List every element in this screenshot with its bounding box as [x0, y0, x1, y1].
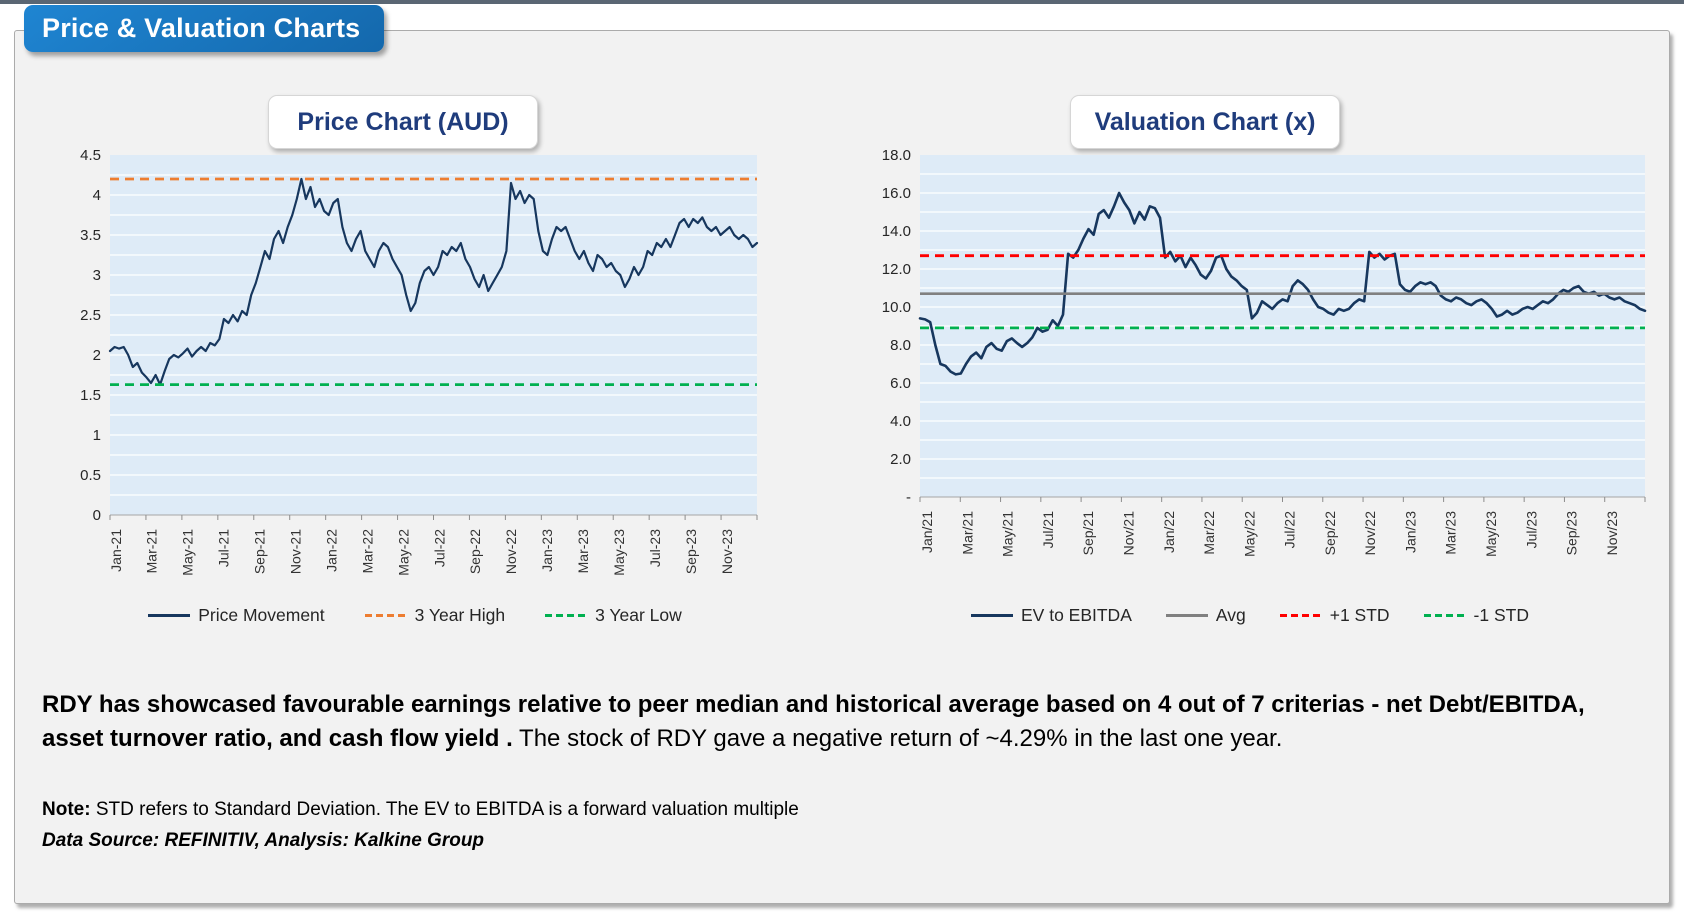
commentary-text: RDY has showcased favourable earnings re…: [42, 688, 1607, 756]
legend-label: -1 STD: [1473, 604, 1529, 625]
x-tick-label: Mar/22: [1201, 511, 1217, 555]
note-label: Note:: [42, 799, 91, 820]
legend-label: EV to EBITDA: [1021, 604, 1132, 625]
legend-label: +1 STD: [1329, 604, 1390, 625]
series-price-movement: [108, 177, 759, 386]
legend-marker-dashed: [1423, 613, 1466, 617]
note-body: STD refers to Standard Deviation. The EV…: [90, 799, 799, 820]
y-tick-label: 10.0: [882, 299, 911, 316]
y-tick-label: 6.0: [890, 375, 911, 392]
y-tick-label: 3: [93, 267, 101, 284]
x-tick-label: Sep/22: [1322, 511, 1338, 556]
y-tick-label: 0: [93, 507, 101, 524]
price-chart: 4.5 4 3.5 3 2.5 2 1.5 1 0.5 0 Jan-21 Mar-21 May-21 Ju…: [80, 147, 759, 576]
y-tick-label: 4.5: [80, 147, 101, 164]
legend-marker-solid: [971, 613, 1013, 617]
price-chart-title: Price Chart (AUD): [268, 95, 538, 149]
legend-label: 3 Year High: [414, 604, 506, 625]
legend-item-ev-to-ebitda: EV to EBITDA: [971, 605, 1132, 626]
y-tick-label: 2.0: [890, 451, 911, 468]
legend-marker-solid: [1165, 613, 1208, 617]
x-tick-label: May/23: [1483, 511, 1499, 557]
x-tick-label: Jan/23: [1402, 511, 1418, 553]
x-tick-label: Jan-21: [108, 529, 124, 572]
valuation-chart: 18.0 16.0 14.0 12.0 10.0 8.0 6.0 4.0 2.0 -Jan/21 M…: [882, 147, 1647, 557]
legend-marker-dashed: [545, 613, 588, 617]
section-title-badge: Price & Valuation Charts: [24, 5, 385, 52]
x-tick-label: Jul-23: [647, 529, 663, 567]
y-tick-label: 12.0: [882, 261, 911, 278]
x-tick-label: Mar-21: [144, 529, 160, 574]
valuation-chart-legend: EV to EBITDA Avg +1 STD -1 STD: [850, 598, 1650, 632]
y-tick-label: 2.5: [80, 307, 101, 324]
legend-marker-solid: [148, 613, 191, 617]
y-tick-label: 0.5: [80, 467, 101, 484]
x-tick-label: Jul/23: [1523, 511, 1539, 549]
legend-item-price-movement: Price Movement: [148, 604, 325, 626]
legend-marker-dashed: [1279, 613, 1322, 617]
x-tick-label: Jan/21: [919, 511, 935, 553]
legend-item-1-std: -1 STD: [1423, 604, 1529, 626]
x-tick-label: Sep/21: [1080, 511, 1096, 556]
x-tick-label: May/22: [1241, 511, 1257, 557]
x-tick-label: May-22: [395, 529, 411, 576]
note-text: Note: STD refers to Standard Deviation. …: [42, 799, 799, 821]
y-tick-label: 2: [93, 347, 101, 364]
x-tick-label: Nov/23: [1604, 511, 1620, 556]
x-tick-label: Sep-21: [252, 529, 268, 574]
legend-label: Price Movement: [198, 604, 325, 625]
x-tick-label: Nov-22: [503, 529, 519, 574]
x-tick-label: Nov/22: [1362, 511, 1378, 556]
x-tick-label: Jul-22: [431, 529, 447, 567]
valuation-chart-title: Valuation Chart (x): [1070, 95, 1340, 149]
x-tick-label: Jul/21: [1040, 511, 1056, 549]
x-tick-label: Jan/22: [1161, 511, 1177, 553]
commentary-bold: RDY has showcased favourable earnings re…: [42, 691, 1585, 752]
x-tick-label: Sep-22: [467, 529, 483, 574]
legend-marker-dashed: [364, 613, 407, 617]
commentary-regular: The stock of RDY gave a negative return …: [512, 725, 1283, 752]
y-tick-label: 18.0: [882, 147, 911, 164]
legend-label: 3 Year Low: [595, 604, 682, 625]
x-tick-label: Mar/23: [1443, 511, 1459, 555]
x-tick-label: Mar/21: [959, 511, 975, 555]
y-tick-label: 4.0: [890, 413, 911, 430]
x-tick-label: May/21: [1000, 511, 1016, 557]
x-tick-label: Sep/23: [1564, 511, 1580, 556]
y-tick-label: 3.5: [80, 227, 101, 244]
x-tick-label: Jan-23: [539, 529, 555, 572]
y-tick-label: 1.5: [80, 387, 101, 404]
x-tick-label: Jan-22: [323, 529, 339, 572]
y-tick-label: 14.0: [882, 223, 911, 240]
x-tick-label: May-21: [180, 529, 196, 576]
y-tick-label: 1: [93, 427, 101, 444]
x-tick-label: Sep-23: [683, 529, 699, 574]
x-tick-label: May-23: [611, 529, 627, 576]
x-tick-label: Nov-23: [719, 529, 735, 574]
legend-label: Avg: [1215, 604, 1246, 625]
data-source-text: Data Source: REFINITIV, Analysis: Kalkin…: [42, 830, 485, 851]
y-tick-label: -: [906, 489, 911, 506]
y-tick-label: 8.0: [890, 337, 911, 354]
legend-item-3-year-low: 3 Year Low: [545, 605, 682, 626]
y-tick-label: 4: [93, 187, 101, 204]
y-tick-label: 16.0: [882, 185, 911, 202]
x-tick-label: Mar-22: [359, 529, 375, 574]
legend-item-3-year-high: 3 Year High: [364, 604, 506, 626]
price-chart-legend: Price Movement 3 Year High 3 Year Low: [60, 598, 770, 632]
x-tick-label: Nov/21: [1120, 511, 1136, 556]
x-tick-label: Mar-23: [575, 529, 591, 574]
top-border: [0, 0, 1684, 4]
x-tick-label: Jul/22: [1282, 511, 1298, 549]
series-ev-to-ebitda: [918, 191, 1647, 376]
legend-item-avg: Avg: [1165, 604, 1246, 626]
legend-item-1-std: +1 STD: [1279, 604, 1390, 626]
x-tick-label: Jul-21: [216, 529, 232, 567]
x-tick-label: Nov-21: [288, 529, 304, 574]
